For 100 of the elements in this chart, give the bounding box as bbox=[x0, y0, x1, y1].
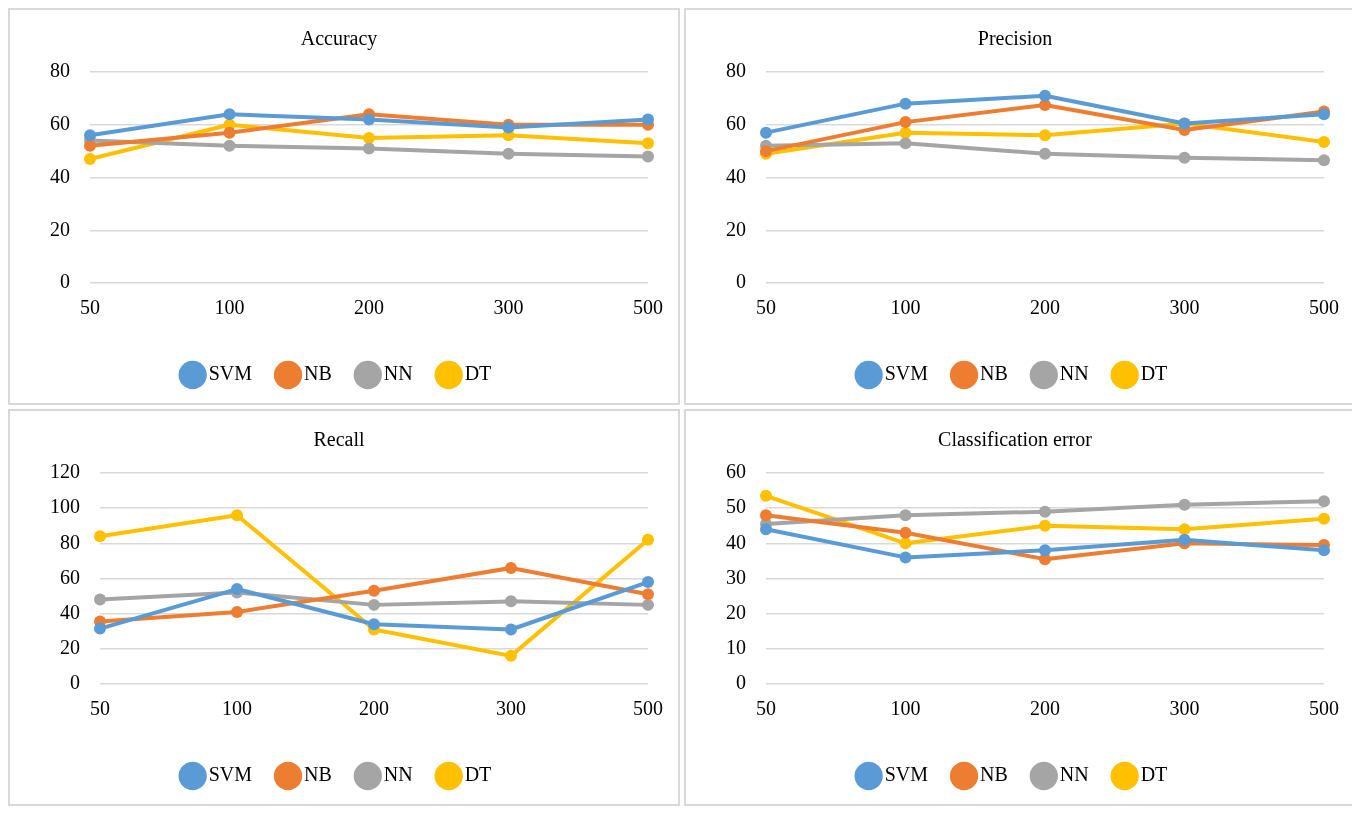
point bbox=[84, 153, 96, 166]
x-tick-label: 300 bbox=[1169, 697, 1200, 720]
point bbox=[363, 113, 375, 126]
point bbox=[1039, 147, 1051, 160]
point bbox=[642, 598, 654, 611]
chart-title: Classification error bbox=[938, 428, 1093, 451]
point bbox=[899, 137, 912, 150]
x-tick-label: 100 bbox=[222, 697, 252, 720]
y-tick-label: 20 bbox=[50, 217, 70, 240]
y-tick-label: 80 bbox=[726, 59, 746, 82]
chart-title: Recall bbox=[313, 428, 365, 451]
point bbox=[642, 533, 654, 546]
point bbox=[368, 584, 380, 597]
point bbox=[642, 137, 654, 150]
point bbox=[94, 593, 106, 606]
point bbox=[223, 139, 236, 152]
point bbox=[231, 509, 243, 522]
point bbox=[231, 605, 243, 618]
point bbox=[1039, 519, 1051, 532]
x-tick-label: 50 bbox=[90, 697, 110, 720]
chart-title: Accuracy bbox=[300, 27, 378, 51]
x-tick-label: 300 bbox=[496, 697, 526, 720]
point bbox=[368, 618, 380, 631]
point bbox=[1318, 512, 1330, 525]
point bbox=[1178, 498, 1191, 511]
y-tick-label: 40 bbox=[50, 164, 70, 187]
y-tick-label: 40 bbox=[726, 530, 746, 553]
x-tick-label: 100 bbox=[890, 296, 921, 319]
legend-label: NN bbox=[1059, 362, 1089, 385]
legend-label: DT bbox=[1140, 362, 1168, 385]
y-tick-label: 50 bbox=[726, 495, 746, 518]
y-tick-label: 60 bbox=[726, 460, 746, 483]
point bbox=[94, 622, 106, 635]
point bbox=[1318, 135, 1330, 148]
point bbox=[760, 509, 772, 522]
x-tick-label: 300 bbox=[1169, 296, 1200, 319]
point bbox=[1039, 89, 1051, 102]
legend-label: SVM bbox=[884, 763, 929, 786]
point bbox=[1039, 544, 1051, 557]
legend-label: NN bbox=[383, 763, 413, 786]
point bbox=[899, 97, 912, 110]
x-tick-label: 500 bbox=[633, 296, 663, 319]
point bbox=[1318, 495, 1330, 508]
legend-label: DT bbox=[464, 763, 492, 786]
y-tick-label: 60 bbox=[60, 565, 80, 588]
point bbox=[223, 108, 236, 121]
x-tick-label: 200 bbox=[359, 697, 389, 720]
y-tick-label: 80 bbox=[60, 530, 80, 553]
point bbox=[642, 113, 654, 126]
legend-label: NB bbox=[304, 362, 332, 385]
point bbox=[642, 588, 654, 601]
legend-label: DT bbox=[1140, 763, 1168, 786]
legend-label: NN bbox=[1059, 763, 1089, 786]
x-tick-label: 200 bbox=[1030, 296, 1060, 319]
point bbox=[1178, 151, 1191, 164]
y-tick-label: 60 bbox=[50, 112, 70, 134]
point bbox=[1039, 129, 1051, 142]
y-tick-label: 80 bbox=[50, 59, 70, 82]
point bbox=[84, 139, 96, 152]
y-tick-label: 60 bbox=[726, 112, 746, 134]
y-tick-label: 100 bbox=[50, 495, 80, 518]
point bbox=[899, 551, 912, 564]
point bbox=[505, 649, 517, 662]
y-tick-label: 20 bbox=[726, 600, 746, 623]
x-tick-label: 100 bbox=[890, 697, 921, 720]
x-tick-label: 200 bbox=[1030, 697, 1060, 720]
point bbox=[642, 576, 654, 589]
x-tick-label: 300 bbox=[493, 296, 524, 319]
x-tick-label: 500 bbox=[633, 697, 663, 720]
point bbox=[760, 523, 772, 536]
y-tick-label: 0 bbox=[70, 671, 80, 694]
point bbox=[760, 489, 772, 502]
point bbox=[899, 537, 912, 550]
legend-label: NB bbox=[980, 362, 1008, 385]
point bbox=[1178, 533, 1191, 546]
legend-label: NN bbox=[383, 362, 413, 385]
point bbox=[363, 131, 375, 144]
point bbox=[899, 116, 912, 129]
point bbox=[84, 129, 96, 142]
point bbox=[1178, 523, 1191, 536]
legend-label: NB bbox=[980, 763, 1008, 786]
chart-title: Precision bbox=[977, 27, 1053, 50]
y-tick-label: 30 bbox=[726, 565, 746, 588]
x-tick-label: 100 bbox=[214, 296, 245, 319]
point bbox=[899, 509, 912, 522]
point bbox=[642, 150, 654, 163]
point bbox=[505, 561, 517, 574]
legend-label: SVM bbox=[208, 763, 253, 786]
point bbox=[94, 530, 106, 543]
point bbox=[223, 126, 236, 139]
x-tick-label: 500 bbox=[1309, 296, 1339, 319]
y-tick-label: 10 bbox=[726, 636, 746, 659]
point bbox=[760, 126, 772, 139]
point bbox=[899, 526, 912, 539]
y-tick-label: 40 bbox=[726, 164, 746, 187]
point bbox=[505, 623, 517, 636]
y-tick-label: 20 bbox=[726, 217, 746, 240]
y-tick-label: 0 bbox=[736, 671, 746, 694]
x-tick-label: 50 bbox=[80, 296, 100, 319]
y-tick-label: 120 bbox=[50, 460, 80, 483]
